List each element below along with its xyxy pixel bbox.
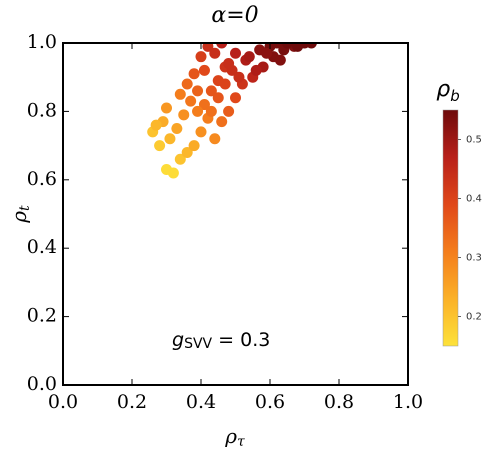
- annotation-sub: SVV: [184, 336, 212, 352]
- point: [223, 105, 235, 117]
- point: [164, 133, 176, 145]
- y-label: ρ: [7, 211, 31, 224]
- x-tick-label: 0.4: [186, 391, 216, 413]
- point: [171, 123, 183, 134]
- colorbar-title: ρb: [436, 77, 460, 105]
- point: [150, 119, 162, 131]
- point: [219, 78, 231, 90]
- y-tick-label: 0.2: [27, 305, 57, 327]
- colorbar-label-sub: b: [450, 87, 460, 105]
- x-tick-label: 0.6: [255, 391, 285, 413]
- point: [167, 167, 179, 179]
- colorbar-tick-label: 0.3: [466, 253, 482, 264]
- point: [174, 88, 186, 100]
- point: [233, 71, 245, 83]
- annotation: gSVV = 0.3: [172, 329, 270, 353]
- x-tick-label: 1.0: [393, 391, 423, 413]
- annotation-rest: = 0.3: [212, 329, 270, 351]
- point: [192, 85, 204, 97]
- point: [188, 140, 200, 152]
- point: [188, 68, 200, 80]
- point: [209, 133, 221, 145]
- y-tick-label: 1.0: [27, 31, 57, 53]
- chart-title: α=0: [211, 3, 258, 28]
- point: [216, 116, 228, 128]
- point: [281, 43, 293, 49]
- point: [209, 47, 221, 59]
- y-label-sub: t: [17, 205, 33, 211]
- point: [274, 54, 286, 66]
- points: [147, 43, 317, 179]
- y-tick-label: 0.4: [27, 236, 57, 258]
- point: [198, 99, 210, 111]
- x-label-sub: τ: [237, 434, 245, 449]
- point: [195, 51, 207, 63]
- x-tick-label: 0.8: [324, 391, 354, 413]
- point: [261, 47, 273, 59]
- point: [192, 105, 204, 117]
- colorbar-tick-label: 0.4: [466, 194, 482, 205]
- x-label: ρ: [224, 424, 237, 448]
- point: [181, 146, 193, 158]
- x-axis-label: ρτ: [224, 424, 245, 449]
- point: [223, 58, 235, 70]
- colorbar-label: ρ: [436, 77, 450, 102]
- plot-frame: [62, 42, 409, 386]
- colorbar-tick-label: 0.2: [466, 312, 482, 323]
- x-tick-label: 0.2: [117, 391, 147, 413]
- x-tick-label: 0.0: [48, 391, 78, 413]
- point: [292, 43, 304, 52]
- point: [178, 109, 190, 121]
- point: [216, 43, 228, 49]
- annotation-g: g: [172, 329, 184, 351]
- point: [243, 51, 255, 63]
- point: [198, 64, 210, 76]
- colorbar: [442, 109, 459, 347]
- colorbar-tick-label: 0.5: [466, 135, 482, 146]
- point: [161, 102, 172, 114]
- y-tick-label: 0.6: [27, 168, 57, 190]
- point: [195, 126, 207, 138]
- point: [230, 47, 241, 59]
- point: [250, 64, 262, 76]
- point: [205, 105, 217, 117]
- y-axis-label: ρt: [7, 205, 34, 224]
- point: [181, 78, 193, 90]
- point: [230, 92, 241, 104]
- point: [154, 140, 166, 152]
- point: [212, 92, 224, 104]
- point: [205, 85, 217, 97]
- point: [305, 43, 317, 49]
- point: [271, 43, 283, 49]
- point: [174, 153, 186, 165]
- y-tick-label: 0.8: [27, 99, 57, 121]
- point: [185, 95, 197, 107]
- y-tick-label: 0.0: [27, 373, 57, 395]
